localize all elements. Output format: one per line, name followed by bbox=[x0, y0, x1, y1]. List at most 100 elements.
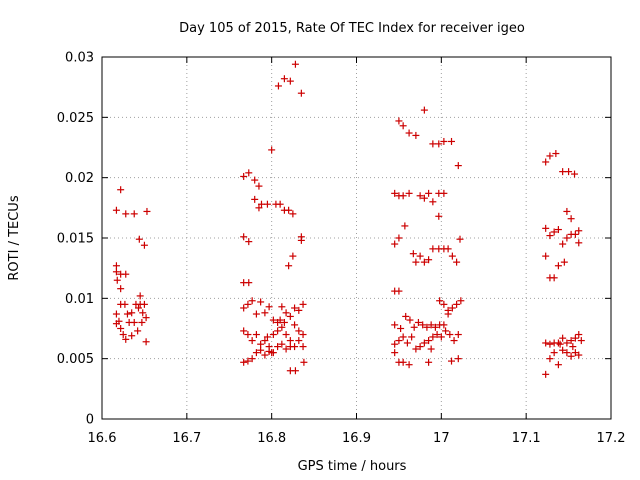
data-point bbox=[391, 321, 399, 329]
data-point bbox=[435, 212, 443, 220]
data-point bbox=[425, 337, 433, 345]
data-point bbox=[265, 303, 273, 311]
data-point bbox=[395, 117, 403, 125]
data-point bbox=[399, 358, 407, 366]
data-point bbox=[442, 327, 450, 335]
data-point bbox=[437, 333, 445, 341]
data-point bbox=[563, 349, 571, 357]
data-point bbox=[291, 343, 299, 351]
data-point bbox=[123, 310, 131, 318]
data-point bbox=[391, 349, 399, 357]
data-point bbox=[291, 321, 299, 329]
data-point bbox=[245, 169, 253, 177]
data-point bbox=[274, 82, 282, 90]
data-point bbox=[560, 258, 568, 266]
data-point bbox=[399, 192, 407, 200]
data-point bbox=[291, 304, 299, 312]
data-point bbox=[567, 337, 575, 345]
data-points bbox=[112, 60, 585, 378]
data-point bbox=[554, 262, 562, 270]
data-point bbox=[429, 245, 437, 253]
data-point bbox=[128, 332, 136, 340]
data-point bbox=[240, 358, 248, 366]
data-point bbox=[289, 252, 297, 260]
data-point bbox=[575, 331, 583, 339]
x-tick-label: 17.1 bbox=[512, 431, 541, 446]
data-point bbox=[278, 340, 286, 348]
data-point bbox=[427, 321, 435, 329]
data-point bbox=[240, 304, 248, 312]
data-point bbox=[119, 331, 127, 339]
data-point bbox=[280, 75, 288, 83]
y-tick-label: 0.025 bbox=[57, 111, 94, 126]
data-point bbox=[454, 355, 462, 363]
data-point bbox=[285, 262, 293, 270]
data-point bbox=[135, 235, 143, 243]
data-point bbox=[299, 331, 307, 339]
data-point bbox=[406, 316, 414, 324]
data-point bbox=[240, 327, 248, 335]
data-point bbox=[425, 256, 433, 264]
data-point bbox=[416, 192, 424, 200]
data-point bbox=[282, 345, 290, 353]
data-point bbox=[391, 189, 399, 197]
data-point bbox=[291, 60, 299, 68]
data-point bbox=[280, 318, 288, 326]
data-point bbox=[550, 274, 558, 282]
data-point bbox=[142, 314, 150, 322]
data-point bbox=[143, 207, 151, 215]
data-point bbox=[274, 327, 282, 335]
data-point bbox=[435, 140, 443, 148]
data-point bbox=[571, 334, 579, 342]
data-point bbox=[276, 316, 284, 324]
data-point bbox=[550, 228, 558, 236]
data-point bbox=[134, 327, 142, 335]
y-tick-label: 0.005 bbox=[57, 352, 94, 367]
data-point bbox=[575, 227, 583, 235]
y-tick-label: 0 bbox=[86, 413, 94, 428]
data-point bbox=[410, 323, 418, 331]
data-point bbox=[448, 252, 456, 260]
data-point bbox=[113, 276, 121, 284]
data-point bbox=[563, 207, 571, 215]
data-point bbox=[252, 331, 260, 339]
data-point bbox=[261, 309, 269, 317]
y-axis-label: ROTI / TECUs bbox=[7, 195, 22, 280]
data-point bbox=[559, 168, 567, 176]
data-point bbox=[456, 235, 464, 243]
data-point bbox=[295, 327, 303, 335]
data-point bbox=[263, 333, 271, 341]
data-point bbox=[285, 206, 293, 214]
data-point bbox=[269, 316, 277, 324]
grid bbox=[102, 57, 611, 419]
data-point bbox=[401, 222, 409, 230]
data-point bbox=[420, 106, 428, 114]
data-point bbox=[405, 361, 413, 369]
data-point bbox=[257, 346, 265, 354]
data-point bbox=[559, 240, 567, 248]
data-point bbox=[565, 168, 573, 176]
data-point bbox=[408, 333, 416, 341]
data-point bbox=[245, 238, 253, 246]
data-point bbox=[291, 367, 299, 375]
data-point bbox=[571, 170, 579, 178]
data-point bbox=[299, 300, 307, 308]
data-point bbox=[448, 137, 456, 145]
data-point bbox=[282, 331, 290, 339]
data-point bbox=[391, 240, 399, 248]
data-point bbox=[261, 351, 269, 359]
data-point bbox=[412, 131, 420, 139]
data-point bbox=[257, 200, 265, 208]
data-point bbox=[395, 287, 403, 295]
data-point bbox=[420, 258, 428, 266]
data-point bbox=[575, 351, 583, 359]
data-point bbox=[268, 146, 276, 154]
data-point bbox=[431, 323, 439, 331]
data-point bbox=[423, 323, 431, 331]
data-point bbox=[295, 337, 303, 345]
data-point bbox=[552, 150, 560, 158]
data-point bbox=[550, 349, 558, 357]
x-tick-label: 17 bbox=[433, 431, 450, 446]
data-point bbox=[425, 358, 433, 366]
data-point bbox=[569, 343, 577, 351]
